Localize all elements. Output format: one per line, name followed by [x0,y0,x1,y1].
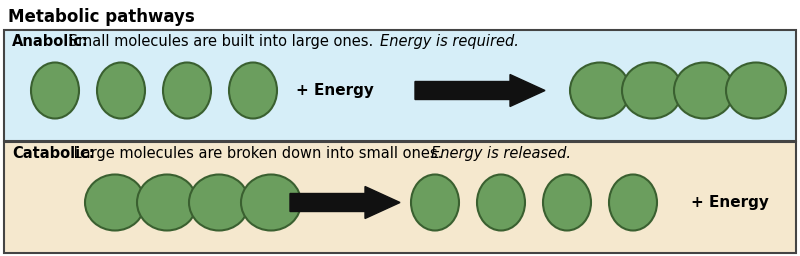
Ellipse shape [137,175,197,230]
FancyArrow shape [290,187,400,219]
Ellipse shape [163,62,211,119]
Ellipse shape [622,62,682,119]
Text: Energy is required.: Energy is required. [380,34,519,49]
Ellipse shape [543,175,591,230]
Text: Energy is released.: Energy is released. [431,146,571,161]
Text: Metabolic pathways: Metabolic pathways [8,8,194,26]
Ellipse shape [674,62,734,119]
Text: Catabolic:: Catabolic: [12,146,94,161]
FancyArrow shape [415,74,545,106]
Ellipse shape [31,62,79,119]
Ellipse shape [229,62,277,119]
Text: Anabolic:: Anabolic: [12,34,89,49]
Ellipse shape [570,62,630,119]
Bar [4,30,796,141]
Ellipse shape [241,175,301,230]
Ellipse shape [609,175,657,230]
Text: + Energy: + Energy [691,195,769,210]
Text: Large molecules are broken down into small ones.: Large molecules are broken down into sma… [69,146,447,161]
Ellipse shape [477,175,525,230]
Ellipse shape [726,62,786,119]
Ellipse shape [97,62,145,119]
Text: Small molecules are built into large ones.: Small molecules are built into large one… [64,34,378,49]
Text: + Energy: + Energy [296,83,374,98]
Ellipse shape [189,175,249,230]
Bar [4,142,796,253]
Ellipse shape [85,175,145,230]
Ellipse shape [411,175,459,230]
